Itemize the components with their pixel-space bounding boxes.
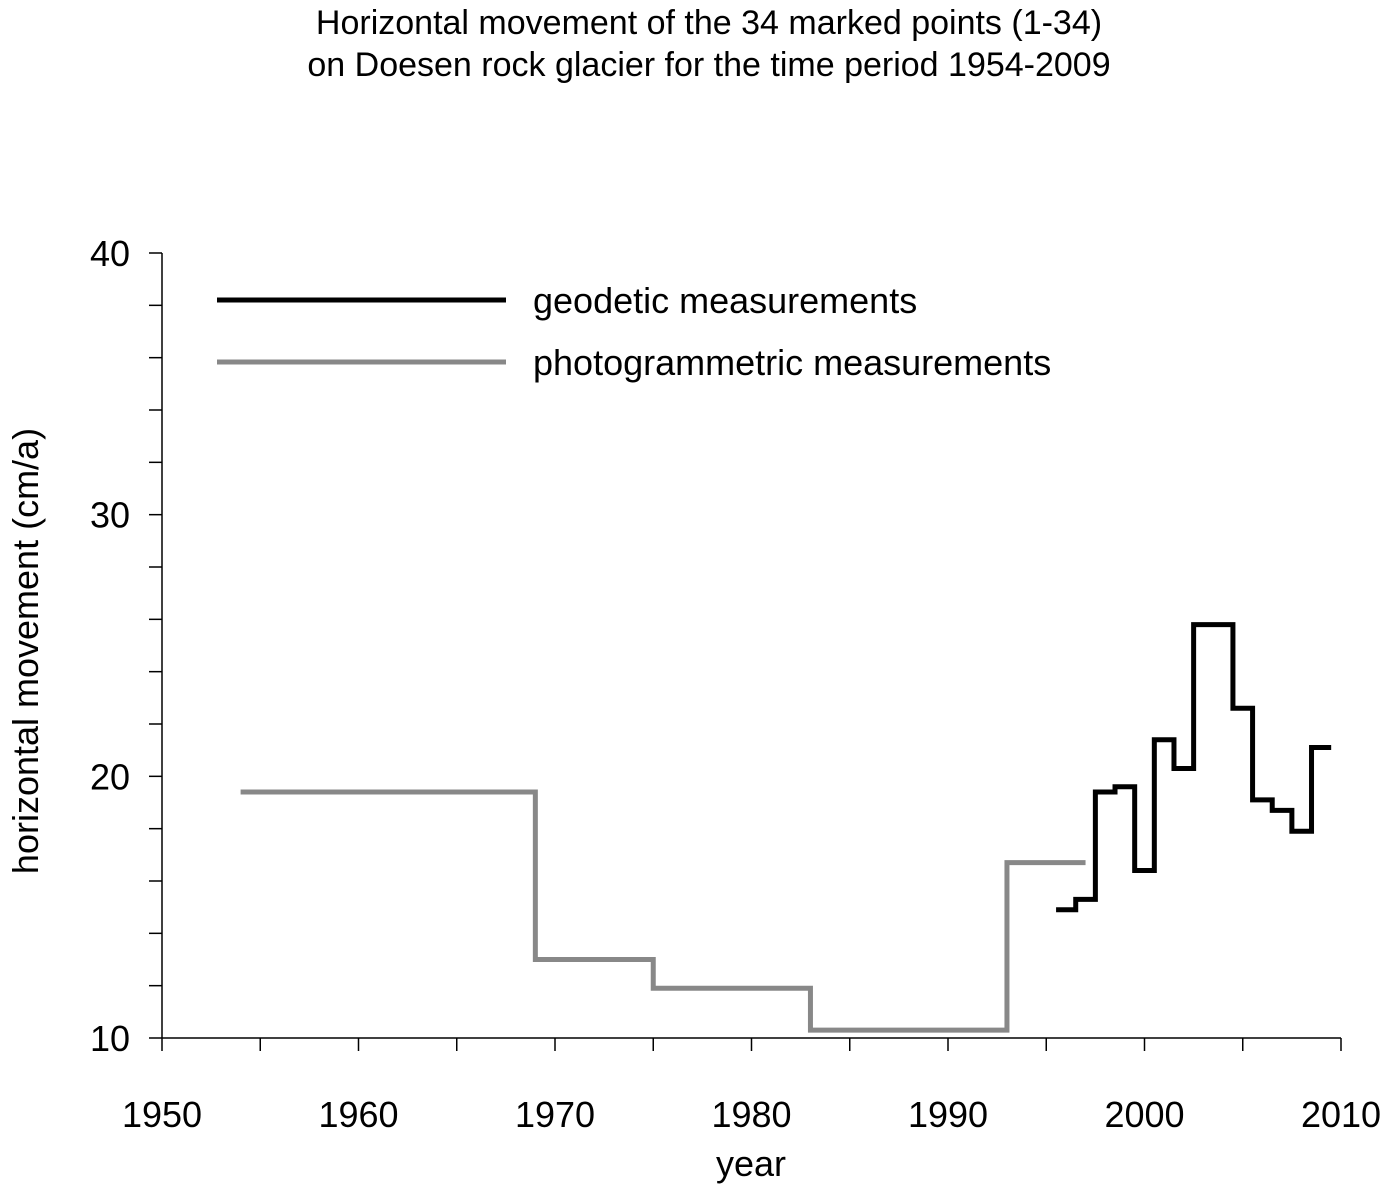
axes: 10 20 30 40 1950 1960 1970 1980 1990 2000 2010 — [90, 233, 1381, 1135]
y-tick-label: 10 — [90, 1018, 130, 1059]
legend-label: photogrammetric measurements — [533, 342, 1051, 383]
x-tick-label: 2010 — [1301, 1094, 1381, 1135]
x-tick-label: 1970 — [515, 1094, 595, 1135]
legend-label: geodetic measurements — [533, 280, 917, 321]
chart-title-line-2: on Doesen rock glacier for the time peri… — [307, 46, 1111, 84]
chart-title: Horizontal movement of the 34 marked poi… — [0, 2, 1388, 86]
x-tick-label: 2000 — [1104, 1094, 1184, 1135]
legend: geodetic measurements photogrammetric mea… — [217, 280, 1051, 383]
y-tick-label: 40 — [90, 233, 130, 274]
y-tick-label: 20 — [90, 756, 130, 797]
series-line-photogrammetric — [240, 789, 1086, 1033]
x-tick-label: 1980 — [711, 1094, 791, 1135]
x-tick-label: 1950 — [122, 1094, 202, 1135]
x-axis-label: year — [716, 1143, 786, 1184]
y-tick-label: 30 — [90, 495, 130, 536]
chart-title-line-1: Horizontal movement of the 34 marked poi… — [315, 4, 1103, 42]
x-tick-label: 1990 — [908, 1094, 988, 1135]
series-layer — [240, 622, 1332, 1033]
x-tick-label: 1960 — [318, 1094, 398, 1135]
y-axis-label: horizontal movement (cm/a) — [5, 428, 46, 874]
series-line-geodetic — [1056, 622, 1332, 913]
